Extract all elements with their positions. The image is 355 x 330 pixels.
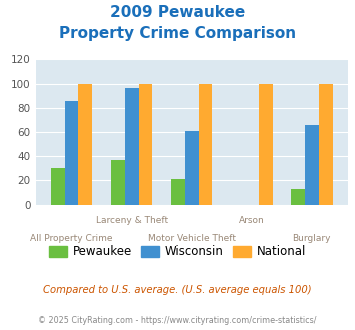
Text: Motor Vehicle Theft: Motor Vehicle Theft <box>148 234 236 243</box>
Text: 2009 Pewaukee: 2009 Pewaukee <box>110 5 245 20</box>
Bar <box>198 83 212 205</box>
Bar <box>291 189 305 205</box>
Text: Larceny & Theft: Larceny & Theft <box>95 216 168 225</box>
Bar <box>65 101 78 205</box>
Bar <box>185 131 198 205</box>
Text: Arson: Arson <box>239 216 264 225</box>
Legend: Pewaukee, Wisconsin, National: Pewaukee, Wisconsin, National <box>45 242 310 262</box>
Bar <box>171 179 185 205</box>
Bar <box>259 83 273 205</box>
Bar <box>305 125 319 205</box>
Bar <box>319 83 333 205</box>
Text: © 2025 CityRating.com - https://www.cityrating.com/crime-statistics/: © 2025 CityRating.com - https://www.city… <box>38 316 317 325</box>
Bar <box>138 83 152 205</box>
Bar <box>125 88 138 205</box>
Text: Compared to U.S. average. (U.S. average equals 100): Compared to U.S. average. (U.S. average … <box>43 285 312 295</box>
Text: All Property Crime: All Property Crime <box>30 234 113 243</box>
Text: Property Crime Comparison: Property Crime Comparison <box>59 26 296 41</box>
Bar <box>51 168 65 205</box>
Bar <box>78 83 92 205</box>
Text: Burglary: Burglary <box>293 234 331 243</box>
Bar <box>111 160 125 205</box>
